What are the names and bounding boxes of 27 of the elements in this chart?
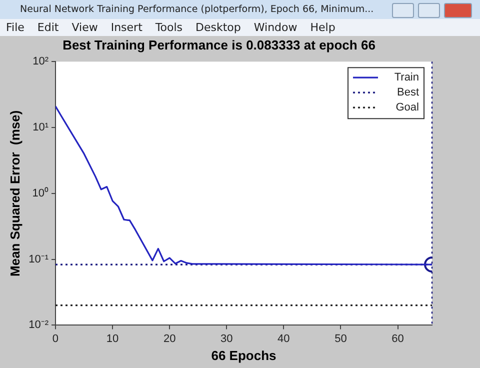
text: Help — [310, 21, 336, 34]
x-tick-label: 20 — [163, 332, 176, 345]
y-tick-label: 10⁻¹ — [28, 253, 49, 266]
x-tick-label: 0 — [52, 332, 59, 345]
chart-title: Best Training Performance is 0.083333 at epoch 66 — [62, 37, 376, 52]
text: Insert — [110, 21, 142, 34]
y-tick-label: 10² — [32, 56, 49, 68]
x-tick-label: 30 — [220, 332, 233, 345]
legend-label: Best — [396, 86, 419, 99]
y-tick-label: 10⁻² — [28, 319, 49, 332]
x-tick-label: 40 — [278, 332, 290, 345]
legend-label: Train — [394, 72, 419, 84]
x-axis-title: 66 Epochs — [211, 348, 276, 363]
x-tick-label: 60 — [392, 332, 404, 345]
text: Edit — [37, 21, 59, 34]
text: Neural Network Training Performance (plotperform), Epoch 66, Minimum... — [20, 4, 374, 15]
legend-label: Goal — [396, 102, 419, 114]
y-tick-label: 10¹ — [32, 122, 49, 134]
text: Desktop — [196, 21, 241, 34]
text: View — [72, 21, 98, 34]
y-axis-title: Mean Squared Error (mse) — [7, 110, 22, 276]
y-tick-label: 10⁰ — [32, 186, 48, 200]
text: Tools — [155, 21, 183, 34]
text: Window — [254, 21, 298, 34]
x-tick-label: 50 — [334, 332, 347, 345]
text: File — [6, 21, 24, 34]
x-tick-label: 10 — [106, 332, 119, 345]
